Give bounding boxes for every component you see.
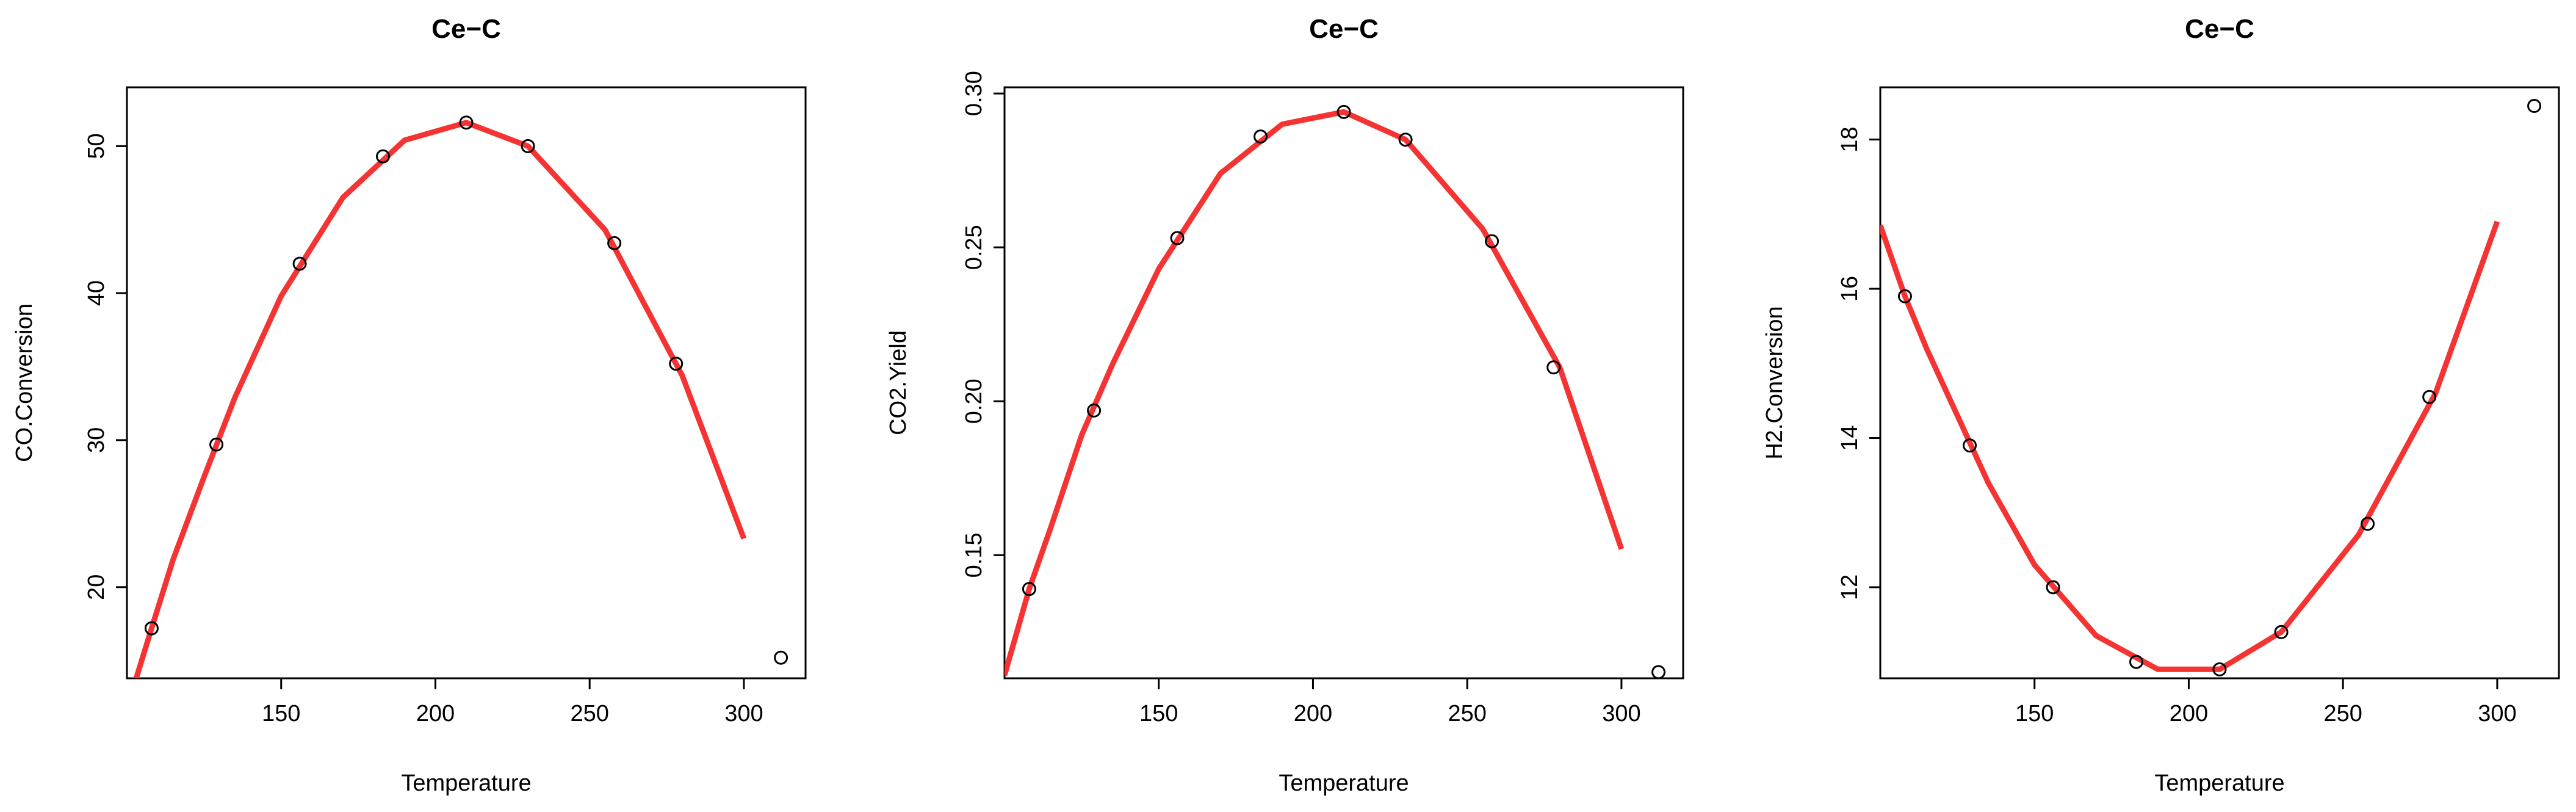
data-point: [2274, 625, 2289, 639]
y-tick-label: 0.25: [961, 225, 987, 270]
data-layer: [133, 115, 788, 678]
data-point: [607, 236, 622, 250]
data-point: [1087, 403, 1102, 418]
x-axis-label: Temperature: [1279, 770, 1409, 796]
data-point: [669, 357, 684, 371]
chart-title: Ce−C: [1309, 14, 1379, 44]
data-point: [2527, 99, 2542, 114]
x-tick-label: 200: [2170, 701, 2208, 727]
x-tick-label: 200: [1294, 701, 1332, 727]
y-axis-label: CO2.Yield: [886, 330, 911, 435]
fit-line: [1005, 109, 1625, 676]
x-tick-label: 150: [1139, 701, 1178, 727]
chart-title: Ce−C: [431, 14, 501, 44]
x-tick-label: 200: [416, 701, 455, 727]
y-tick-label: 0.20: [961, 379, 987, 424]
x-axis: 150 200 250 300: [1139, 677, 1641, 727]
data-point: [1963, 438, 1977, 453]
x-tick-label: 250: [2323, 701, 2362, 727]
data-point: [2361, 517, 2375, 531]
y-tick-label: 40: [84, 280, 109, 306]
data-point: [376, 149, 391, 164]
y-tick-label: 50: [84, 133, 109, 159]
x-tick-label: 250: [570, 701, 608, 727]
y-tick-label: 12: [1837, 575, 1863, 600]
x-tick-label: 300: [1602, 701, 1640, 727]
data-point: [1337, 104, 1351, 119]
chart-title: Ce−C: [2185, 14, 2254, 44]
data-point: [2129, 654, 2144, 669]
x-tick-label: 300: [2478, 701, 2516, 727]
panel-h2-conversion: Ce−C Temperature H2.Conversion 150 200 250…: [1762, 14, 2560, 796]
panel-co-conversion: Ce−C Temperature CO.Conversion 150 200 250…: [12, 14, 807, 796]
data-point: [1022, 582, 1036, 596]
plot-frame: [126, 86, 807, 680]
y-axis: 0.15 0.20 0.25 0.30: [961, 71, 1006, 578]
fit-line: [133, 120, 747, 678]
y-tick-label: 20: [84, 575, 109, 600]
data-point: [209, 437, 224, 452]
data-point: [1170, 231, 1185, 245]
data-point: [521, 139, 535, 153]
y-tick-label: 0.30: [961, 71, 987, 116]
y-axis: 20 30 40 50: [84, 133, 128, 600]
x-axis: 150 200 250 300: [2015, 677, 2517, 727]
panel-co2-yield: Ce−C Temperature CO2.Yield 150 200 250 300 …: [886, 14, 1684, 796]
data-point: [774, 650, 788, 665]
x-tick-label: 250: [1448, 701, 1486, 727]
y-tick-label: 16: [1837, 276, 1863, 302]
y-tick-label: 14: [1837, 425, 1863, 451]
y-tick-label: 30: [84, 427, 109, 453]
x-axis: 150 200 250 300: [262, 677, 763, 727]
x-tick-label: 300: [724, 701, 763, 727]
data-point: [144, 621, 159, 636]
y-tick-label: 0.15: [961, 532, 987, 578]
data-point: [1485, 234, 1499, 248]
x-tick-label: 150: [2015, 701, 2054, 727]
data-point: [1897, 289, 1912, 303]
data-point: [459, 115, 474, 130]
data-point: [292, 256, 307, 271]
y-tick-label: 18: [1837, 126, 1863, 152]
x-tick-label: 150: [262, 701, 300, 727]
x-axis-label: Temperature: [401, 770, 531, 796]
data-point: [2046, 580, 2060, 595]
data-point: [1546, 360, 1561, 375]
plot-frame: [1879, 86, 2560, 680]
data-point: [1651, 665, 1666, 680]
x-axis-label: Temperature: [2154, 770, 2284, 796]
data-layer: [1005, 104, 1666, 680]
fit-line: [1880, 220, 2500, 672]
y-axis: 12 14 16 18: [1837, 126, 1881, 600]
data-point: [2422, 390, 2437, 404]
data-point: [2212, 662, 2227, 676]
data-layer: [1880, 99, 2542, 676]
y-axis-label: CO.Conversion: [12, 303, 37, 462]
y-axis-label: H2.Conversion: [1762, 306, 1788, 459]
data-point: [1398, 132, 1413, 147]
data-point: [1254, 129, 1268, 144]
